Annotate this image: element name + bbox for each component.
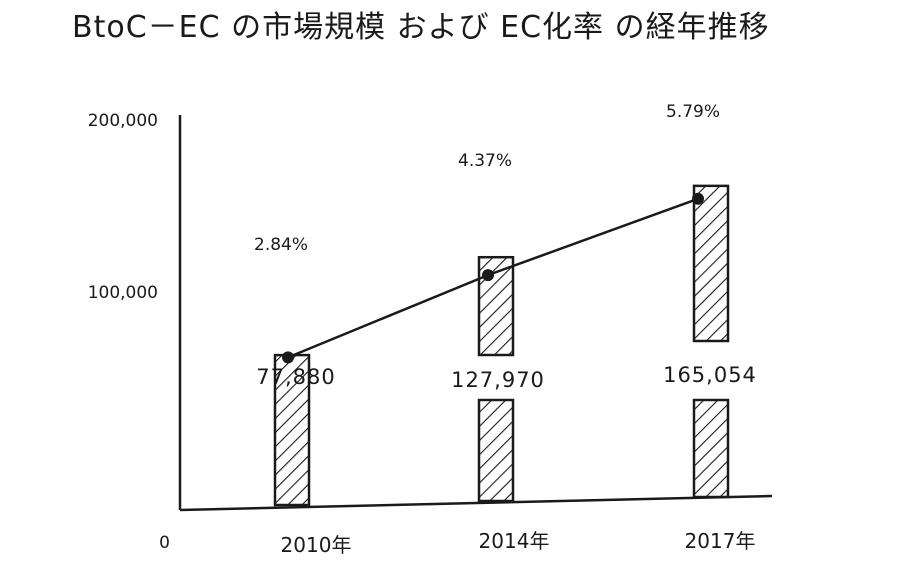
bar-value-label-2014: 127,970	[451, 368, 545, 392]
x-axis	[179, 494, 773, 512]
y-tick-label-0: 0	[159, 533, 170, 553]
rate-point-2010年	[282, 351, 294, 364]
rate-label-2014: 4.37%	[458, 151, 512, 171]
bar-series	[273, 184, 730, 507]
x-tick-label-2010: 2010年	[281, 533, 352, 557]
line-series	[282, 192, 704, 364]
rate-label-2010: 2.84%	[254, 235, 308, 255]
y-tick-label-100000: 100,000	[88, 283, 158, 303]
bar-2017年-part-1	[692, 398, 730, 499]
bar-value-label-2017: 165,054	[663, 363, 757, 387]
x-tick-label-2017: 2017年	[685, 529, 756, 553]
rate-point-2014年	[482, 269, 494, 282]
bar-value-label-2010: 77,880	[256, 365, 335, 389]
y-tick-label-200000: 200,000	[88, 111, 158, 131]
rate-point-2017年	[692, 192, 704, 205]
rate-label-2017: 5.79%	[666, 102, 720, 122]
x-tick-label-2014: 2014年	[479, 529, 550, 553]
bar-2010年-part-0	[273, 353, 311, 507]
bar-2014年-part-1	[477, 398, 515, 503]
chart-title: BtoC－EC の市場規模 および EC化率 の経年推移	[72, 10, 770, 45]
bar-2017年-part-0	[692, 184, 730, 343]
